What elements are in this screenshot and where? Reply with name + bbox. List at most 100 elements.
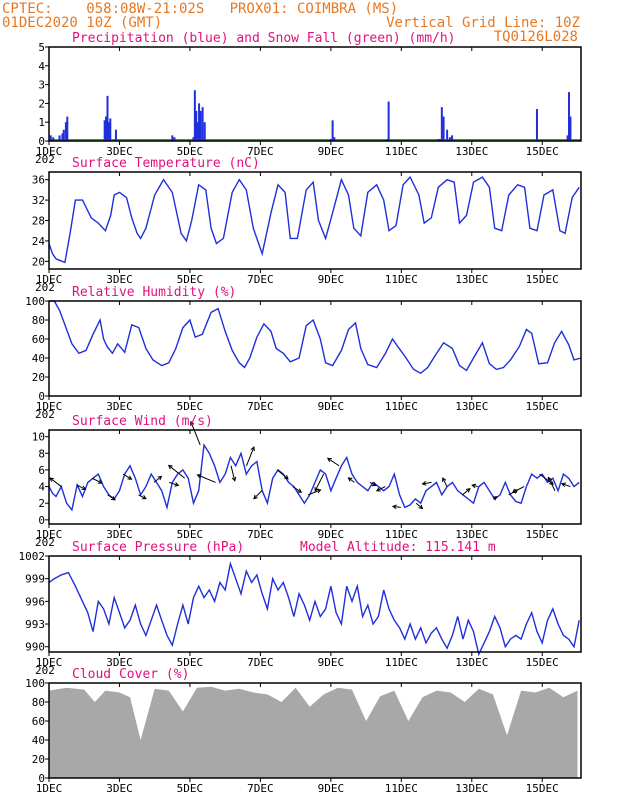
- wind-vector-head: [418, 504, 424, 510]
- x-tick-label: 13DEC: [455, 145, 488, 158]
- precip-bar: [107, 122, 110, 141]
- x-tick-label: 13DEC: [455, 656, 488, 669]
- wind-frame: [48, 429, 582, 525]
- precip-bar: [103, 120, 106, 141]
- wind-vector-shaft: [376, 486, 386, 492]
- wind-vector-head: [347, 477, 353, 482]
- x-tick-label: 13DEC: [455, 400, 488, 413]
- precip-bar: [329, 139, 332, 141]
- wind-vector-shaft: [512, 486, 525, 493]
- x-tick-label: 15DEC: [526, 782, 559, 795]
- wind-vector-head: [283, 474, 289, 480]
- wind-vector-shaft: [91, 477, 103, 484]
- precip-frame: [48, 46, 582, 142]
- x-tick-label: 1DEC: [36, 528, 63, 541]
- wind-vector-shaft: [442, 477, 448, 487]
- precip-bar: [52, 137, 55, 141]
- x-tick-label: 1DEC: [36, 145, 63, 158]
- precip-bar: [62, 129, 65, 141]
- x-tick-label: 11DEC: [385, 273, 418, 286]
- precip-bar: [437, 139, 440, 141]
- pressure-title: Surface Pressure (hPa): [72, 540, 244, 555]
- x-tick-label: 9DEC: [318, 400, 345, 413]
- wind-vector: [91, 477, 103, 484]
- wind-vector-shaft: [153, 475, 162, 483]
- y-tick-label: 24: [32, 235, 46, 248]
- wind-vector-head: [81, 485, 87, 490]
- y-tick-label: 100: [25, 295, 45, 308]
- wind-vector-shaft: [76, 484, 86, 490]
- y-tick-label: 990: [25, 641, 45, 654]
- wind-vector-head: [253, 494, 258, 500]
- wind-vector-shaft: [168, 465, 186, 479]
- year-fragment: 202: [35, 536, 55, 549]
- x-tick-label: 13DEC: [455, 782, 488, 795]
- precip-bar: [439, 139, 442, 141]
- y-tick-label: 6: [38, 464, 45, 477]
- precip-bar: [171, 135, 174, 141]
- x-tick-label: 15DEC: [526, 528, 559, 541]
- wind-vector-head: [167, 464, 173, 470]
- wind-vector: [492, 496, 498, 501]
- x-tick-label: 11DEC: [385, 656, 418, 669]
- y-tick-label: 60: [32, 715, 45, 728]
- y-tick-label: 2: [38, 97, 45, 110]
- precip-bar: [49, 135, 52, 141]
- cloud-panel: 0 20 40 60 80 100 1DEC 3DEC 5DEC 7DEC 9DEC 11DEC 13D…: [25, 667, 582, 795]
- wind-vector-shaft: [307, 489, 321, 496]
- wind-vector-head: [297, 488, 303, 493]
- y-tick-label: 40: [32, 352, 45, 365]
- wind-vector: [560, 482, 571, 488]
- header-run-time: 01DEC2020 10Z (GMT): [2, 15, 162, 31]
- pressure-panel: 990 993 996 999 1002 1DEC 3DEC 5DEC 7DEC 9DEC 11DE…: [19, 540, 582, 677]
- wind-vector-shaft: [138, 494, 147, 500]
- x-tick-label: 5DEC: [177, 528, 204, 541]
- wind-vector-head: [492, 496, 498, 501]
- y-tick-label: 2: [38, 497, 45, 510]
- precip-bar: [203, 122, 206, 141]
- humidity-panel: 0 20 40 60 80 100 1DEC 3DEC 5DEC 7DEC 9DEC 11DEC 13D…: [25, 285, 582, 421]
- year-fragment: 202: [35, 664, 55, 677]
- x-tick-label: 3DEC: [106, 528, 133, 541]
- wind-vector-head: [157, 475, 163, 481]
- precip-bar: [199, 110, 202, 141]
- x-tick-label: 11DEC: [385, 528, 418, 541]
- wind-vector: [107, 494, 116, 501]
- wind-vector-shaft: [253, 490, 263, 500]
- x-tick-label: 15DEC: [526, 145, 559, 158]
- y-tick-label: 0: [38, 390, 45, 403]
- wind-vector: [122, 473, 133, 480]
- x-tick-label: 5DEC: [177, 400, 204, 413]
- x-tick-label: 7DEC: [247, 782, 274, 795]
- wind-vector-head: [442, 477, 447, 483]
- x-tick-label: 9DEC: [318, 145, 345, 158]
- x-tick-label: 1DEC: [36, 400, 63, 413]
- precip-bar: [331, 120, 334, 141]
- y-tick-label: 36: [32, 174, 45, 187]
- wind-vector-head: [49, 477, 55, 482]
- temperature-line: [48, 175, 580, 264]
- wind-vector-head: [174, 482, 180, 487]
- x-tick-label: 13DEC: [455, 273, 488, 286]
- x-tick-label: 7DEC: [247, 145, 274, 158]
- wind-vector: [375, 486, 386, 492]
- wind-vector: [421, 481, 432, 486]
- wind-vector-head: [549, 480, 554, 485]
- wind-vector-shaft: [122, 473, 132, 480]
- header-grid-line: Vertical Grid Line: 10Z: [386, 15, 580, 31]
- precip-bar: [201, 107, 204, 141]
- x-tick-label: 9DEC: [318, 273, 345, 286]
- wind-vector: [245, 446, 255, 466]
- y-tick-label: 80: [32, 696, 45, 709]
- precip-bar: [440, 107, 443, 141]
- wind-vector-shaft: [348, 477, 355, 483]
- wind-vector: [547, 476, 556, 491]
- temperature-panel: 20 24 28 32 36 1DEC 3DEC 5DEC 7DEC 9DEC 11DEC 13DEC…: [32, 156, 582, 294]
- wind-vector-shaft: [230, 465, 236, 481]
- precip-bar: [333, 137, 336, 141]
- wind-vector-shaft: [107, 494, 116, 501]
- precip-bar: [446, 129, 449, 141]
- precip-bar: [195, 110, 198, 141]
- year-fragment: 202: [35, 408, 55, 421]
- wind-vector-shaft: [392, 505, 401, 508]
